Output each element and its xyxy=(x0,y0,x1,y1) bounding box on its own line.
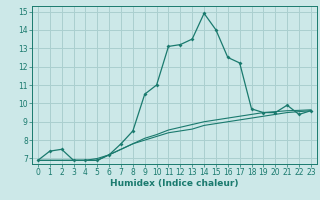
X-axis label: Humidex (Indice chaleur): Humidex (Indice chaleur) xyxy=(110,179,239,188)
